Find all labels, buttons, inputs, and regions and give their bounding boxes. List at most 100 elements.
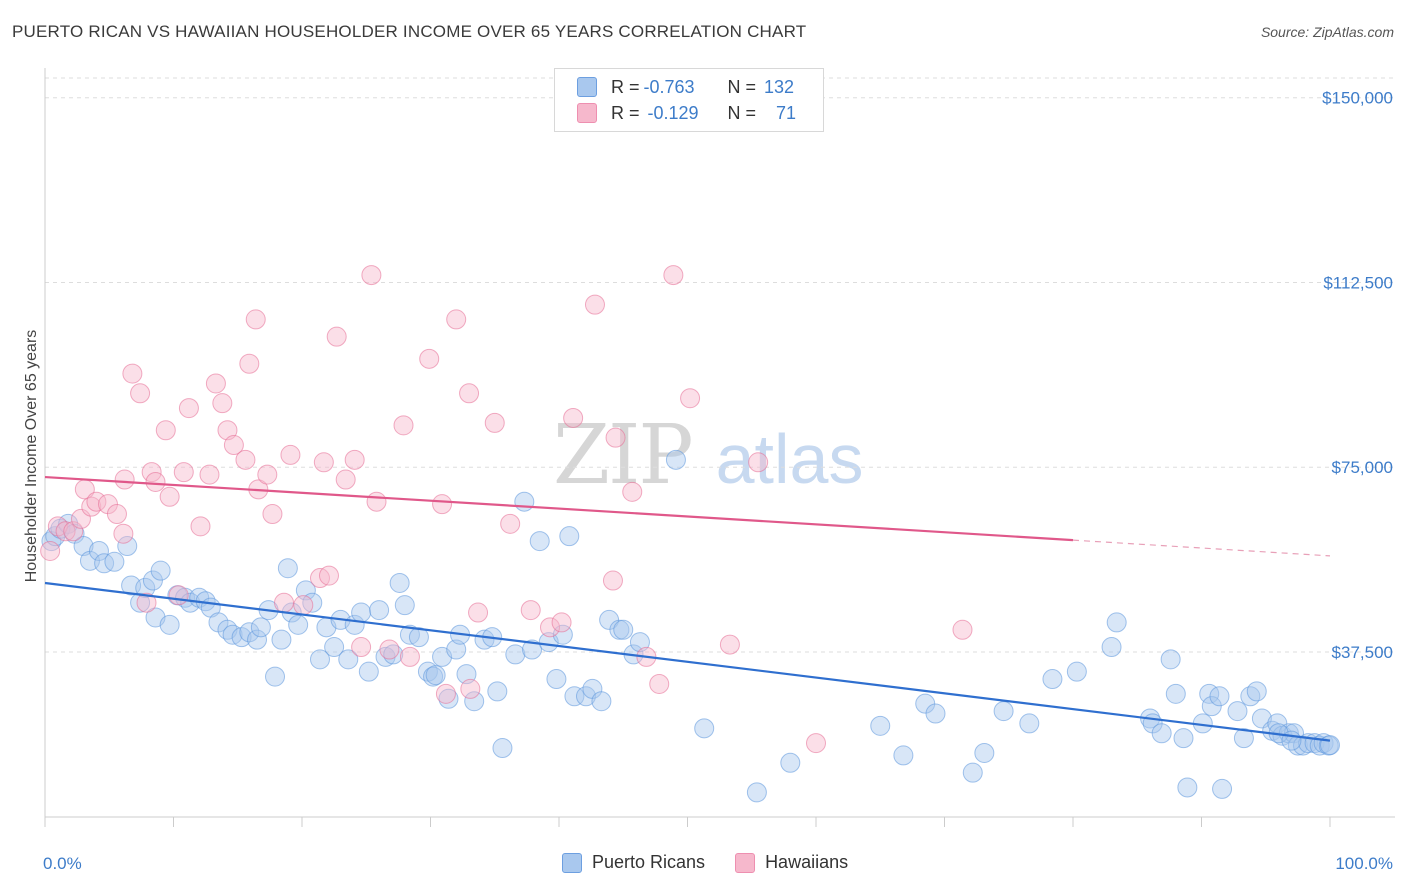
point-puerto-ricans xyxy=(1019,713,1040,734)
series-legend: Puerto Ricans Hawaiians xyxy=(562,852,878,873)
legend-r-label: R = xyxy=(611,76,640,97)
point-hawaiians xyxy=(122,363,143,384)
y-tick-label: $75,000 xyxy=(1332,458,1393,477)
point-hawaiians xyxy=(680,388,701,409)
point-hawaiians xyxy=(280,444,301,465)
point-puerto-ricans xyxy=(247,629,268,650)
legend: R = -0.763 N = 132 R = -0.129 N = 71 xyxy=(554,68,824,132)
point-puerto-ricans xyxy=(1151,723,1172,744)
point-hawaiians xyxy=(262,504,283,525)
data-points xyxy=(40,265,1340,803)
point-hawaiians xyxy=(114,469,135,490)
point-puerto-ricans xyxy=(529,531,550,552)
point-puerto-ricans xyxy=(492,738,513,759)
point-puerto-ricans xyxy=(358,661,379,682)
point-puerto-ricans xyxy=(546,669,567,690)
point-hawaiians xyxy=(602,570,623,591)
point-hawaiians xyxy=(484,412,505,433)
point-puerto-ricans xyxy=(408,627,429,648)
point-puerto-ricans xyxy=(505,644,526,665)
point-puerto-ricans xyxy=(104,551,125,572)
point-hawaiians xyxy=(40,540,61,561)
point-hawaiians xyxy=(212,393,233,414)
point-puerto-ricans xyxy=(159,614,180,635)
point-hawaiians xyxy=(540,617,561,638)
point-hawaiians xyxy=(313,452,334,473)
point-hawaiians xyxy=(419,348,440,369)
point-puerto-ricans xyxy=(665,449,686,470)
point-puerto-ricans xyxy=(591,691,612,712)
point-puerto-ricans xyxy=(1209,686,1230,707)
point-hawaiians xyxy=(190,516,211,537)
point-hawaiians xyxy=(145,471,166,492)
point-puerto-ricans xyxy=(338,649,359,670)
point-hawaiians xyxy=(446,309,467,330)
point-puerto-ricans xyxy=(1101,637,1122,658)
watermark: ZIP atlas xyxy=(553,408,864,503)
point-hawaiians xyxy=(379,639,400,660)
point-puerto-ricans xyxy=(1173,728,1194,749)
y-tick-label: $112,500 xyxy=(1323,273,1393,292)
point-puerto-ricans xyxy=(351,602,372,623)
point-hawaiians xyxy=(326,326,347,347)
chart-title: PUERTO RICAN VS HAWAIIAN HOUSEHOLDER INC… xyxy=(12,22,807,41)
point-hawaiians xyxy=(239,353,260,374)
point-puerto-ricans xyxy=(993,701,1014,722)
point-hawaiians xyxy=(351,637,372,658)
point-hawaiians xyxy=(719,634,740,655)
point-hawaiians xyxy=(245,309,266,330)
point-hawaiians xyxy=(141,462,162,483)
point-puerto-ricans xyxy=(564,686,585,707)
series-label-puerto-ricans: Puerto Ricans xyxy=(592,852,706,872)
series-swatch-hawaiians xyxy=(735,852,756,873)
point-puerto-ricans xyxy=(239,622,260,643)
trend-line-hawaiians xyxy=(44,475,1074,542)
legend-swatch-hawaiians xyxy=(577,103,597,123)
y-axis-title: Householder Income Over 65 years xyxy=(23,330,40,583)
point-puerto-ricans xyxy=(73,536,94,557)
tick-labels: $150,000 $112,500 $75,000 $37,500 0.0% 100.0% xyxy=(43,89,1393,873)
point-hawaiians xyxy=(293,595,314,616)
point-puerto-ricans xyxy=(1233,728,1254,749)
point-puerto-ricans xyxy=(1177,777,1198,798)
point-puerto-ricans xyxy=(88,540,109,561)
x-tick-label: 0.0% xyxy=(43,854,82,873)
y-tick-label: $150,000 xyxy=(1322,89,1393,108)
watermark-zip: ZIP xyxy=(553,408,694,503)
point-hawaiians xyxy=(806,733,826,754)
series-label-hawaiians: Hawaiians xyxy=(765,852,849,872)
point-hawaiians xyxy=(63,521,84,542)
legend-r-value: -0.763 xyxy=(643,76,695,97)
point-puerto-ricans xyxy=(142,570,163,591)
point-puerto-ricans xyxy=(324,637,345,658)
point-puerto-ricans xyxy=(394,595,415,616)
trend-line-hawaiians-extension xyxy=(1072,539,1331,557)
y-tick-label: $37,500 xyxy=(1332,643,1393,662)
point-hawaiians xyxy=(663,265,684,286)
point-puerto-ricans xyxy=(1042,669,1063,690)
point-hawaiians xyxy=(468,602,489,623)
point-hawaiians xyxy=(168,585,189,606)
point-puerto-ricans xyxy=(425,665,446,686)
point-puerto-ricans xyxy=(265,666,286,687)
axes xyxy=(44,68,1395,827)
point-puerto-ricans xyxy=(130,592,151,613)
point-puerto-ricans xyxy=(559,526,580,547)
point-hawaiians xyxy=(366,491,387,512)
point-puerto-ricans xyxy=(369,600,390,621)
point-hawaiians xyxy=(563,407,584,428)
point-hawaiians xyxy=(335,469,356,490)
point-hawaiians xyxy=(435,683,456,704)
point-hawaiians xyxy=(399,646,420,667)
point-hawaiians xyxy=(199,464,220,485)
point-puerto-ricans xyxy=(694,718,715,739)
point-hawaiians xyxy=(520,600,541,621)
point-hawaiians xyxy=(274,592,295,613)
point-puerto-ricans xyxy=(456,664,477,685)
point-puerto-ricans xyxy=(962,762,983,783)
point-puerto-ricans xyxy=(870,715,891,736)
point-hawaiians xyxy=(217,420,238,441)
point-hawaiians xyxy=(459,383,480,404)
point-puerto-ricans xyxy=(1165,683,1186,704)
